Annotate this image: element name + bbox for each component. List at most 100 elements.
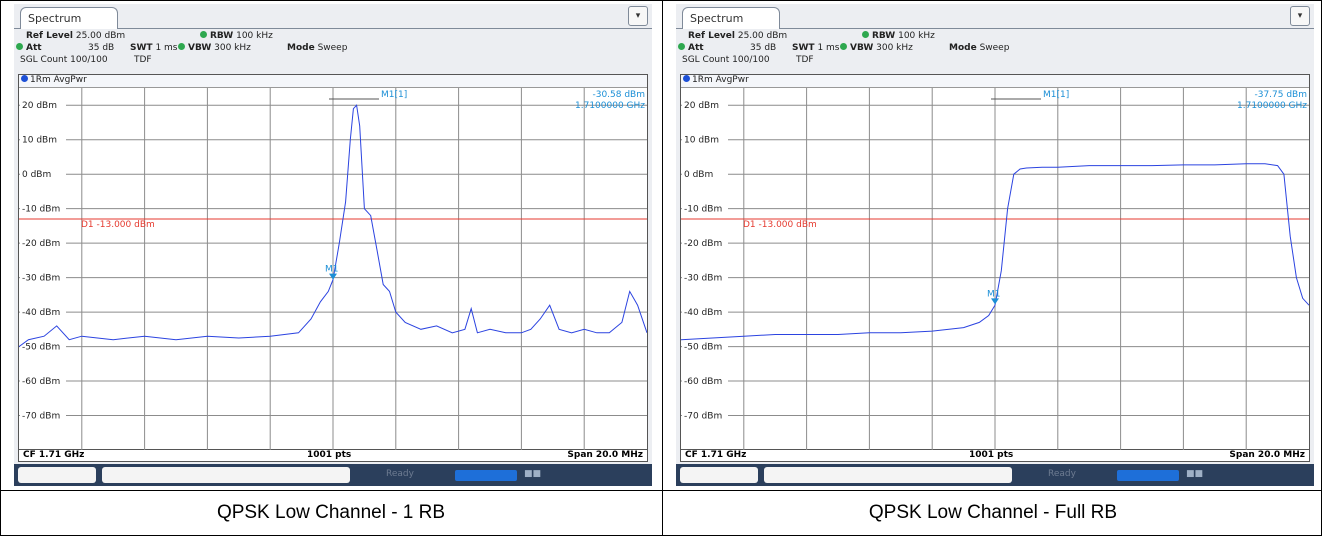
sgl-count: SGL Count 100/100 — [682, 55, 770, 65]
sweep-status-icon: ■■ — [524, 469, 542, 479]
tick-label-bg — [20, 409, 66, 421]
spectrum-chart: 20 dBm 10 dBm 0 dBm -10 dBm -20 dBm -30 dBm -4… — [681, 88, 1309, 450]
marker-readout-level: -30.58 dBm — [592, 90, 645, 100]
trace-line — [681, 163, 1309, 341]
vbw: VBW 300 kHz — [178, 43, 251, 53]
tick-label-bg — [682, 271, 728, 283]
trace-label: 1Rm AvgPwr — [19, 75, 647, 88]
tick-label-bg — [682, 340, 728, 352]
tick-label-bg — [682, 306, 728, 318]
analyzer-screen: Spectrum ▾ Ref Level 25.00 dBm Att 35 dB… — [676, 4, 1314, 486]
y-tick-label: -30 dBm — [22, 274, 60, 284]
tick-label-bg — [20, 99, 66, 111]
caption-divider — [0, 490, 1322, 491]
tab-underline — [676, 28, 1314, 29]
y-tick-label: -40 dBm — [684, 308, 722, 318]
center-frequency: CF 1.71 GHz — [23, 450, 85, 460]
tdf: TDF — [796, 55, 814, 65]
att-indicator-icon — [678, 43, 685, 50]
y-tick-label: 0 dBm — [22, 170, 51, 180]
tab-spectrum[interactable]: Spectrum — [20, 7, 118, 29]
vbw: VBW 300 kHz — [840, 43, 913, 53]
y-tick-label: -10 dBm — [22, 205, 60, 215]
y-tick-label: -60 dBm — [684, 377, 722, 387]
ref-level: Ref Level 25.00 dBm — [688, 31, 788, 41]
att-value: 35 dB — [750, 43, 777, 53]
center-frequency: CF 1.71 GHz — [685, 450, 747, 460]
trace-label: 1Rm AvgPwr — [681, 75, 1309, 88]
marker-tag: M1 — [987, 289, 1001, 299]
tick-label-bg — [682, 202, 728, 214]
trace-dot-icon — [21, 75, 28, 82]
marker-readout-frequency: 1.7100000 GHz — [1237, 101, 1307, 111]
sgl-count: SGL Count 100/100 — [20, 55, 108, 65]
sweep-points: 1001 pts — [307, 450, 352, 460]
marker-tag: M1 — [325, 265, 339, 275]
marker-triangle — [991, 298, 999, 305]
span: Span 20.0 MHz — [567, 450, 643, 460]
trace-dot-icon — [683, 75, 690, 82]
rbw-indicator-icon — [200, 31, 207, 38]
y-tick-label: -70 dBm — [684, 412, 722, 422]
y-tick-label: -60 dBm — [22, 377, 60, 387]
plot-area: 1Rm AvgPwr 20 dBm 10 dBm 0 dBm -10 dBm -20 d… — [18, 74, 648, 450]
tick-label-bg — [682, 133, 728, 145]
tick-label-bg — [20, 133, 66, 145]
rbw: RBW 100 kHz — [200, 31, 273, 41]
marker-triangle — [329, 273, 337, 280]
status-ready: Ready — [386, 469, 414, 479]
swt: SWT 1 ms — [130, 43, 178, 53]
rbw-indicator-icon — [862, 31, 869, 38]
preset-icon[interactable]: ▾ — [628, 6, 648, 26]
caption-left: QPSK Low Channel - 1 RB — [216, 502, 446, 523]
y-tick-label: -30 dBm — [684, 274, 722, 284]
att: Att — [16, 43, 42, 53]
tick-label-bg — [682, 168, 728, 180]
y-tick-label: 20 dBm — [684, 101, 719, 111]
sweep-progress-bar — [455, 470, 517, 481]
y-tick-label: -70 dBm — [22, 412, 60, 422]
y-tick-label: 20 dBm — [22, 101, 57, 111]
column-divider — [662, 0, 663, 536]
tick-label-bg — [20, 340, 66, 352]
sweep-info-bar: CF 1.71 GHz 1001 pts Span 20.0 MHz — [18, 450, 648, 462]
plot-area: 1Rm AvgPwr 20 dBm 10 dBm 0 dBm -10 dBm -20 d… — [680, 74, 1310, 450]
trace-line — [19, 104, 647, 348]
marker-readout-level: -37.75 dBm — [1254, 90, 1307, 100]
info-box — [102, 467, 350, 483]
y-tick-label: 10 dBm — [22, 136, 57, 146]
vbw-indicator-icon — [178, 43, 185, 50]
sweep-info-bar: CF 1.71 GHz 1001 pts Span 20.0 MHz — [680, 450, 1310, 462]
rbw: RBW 100 kHz — [862, 31, 935, 41]
panel-left: Spectrum ▾ Ref Level 25.00 dBm Att 35 dB… — [1, 0, 661, 490]
preset-icon[interactable]: ▾ — [1290, 6, 1310, 26]
tick-label-bg — [20, 202, 66, 214]
tab-underline — [14, 28, 652, 29]
sweep-points: 1001 pts — [969, 450, 1014, 460]
marker-readout-name: M1[1] — [381, 90, 407, 100]
status-bar: Ready ■■ — [676, 464, 1314, 486]
tick-label-bg — [682, 409, 728, 421]
mode: Mode Sweep — [949, 43, 1010, 53]
tick-label-bg — [682, 237, 728, 249]
message-box — [18, 467, 96, 483]
y-tick-label: -50 dBm — [22, 343, 60, 353]
tab-spectrum[interactable]: Spectrum — [682, 7, 780, 29]
y-tick-label: -40 dBm — [22, 308, 60, 318]
display-line-label: D1 -13.000 dBm — [81, 220, 155, 230]
tick-label-bg — [20, 168, 66, 180]
y-tick-label: -20 dBm — [684, 239, 722, 249]
caption-right: QPSK Low Channel - Full RB — [868, 502, 1118, 523]
y-tick-label: 0 dBm — [684, 170, 713, 180]
sweep-status-icon: ■■ — [1186, 469, 1204, 479]
vbw-indicator-icon — [840, 43, 847, 50]
sweep-progress-bar — [1117, 470, 1179, 481]
panel-right: Spectrum ▾ Ref Level 25.00 dBm Att 35 dB… — [663, 0, 1322, 490]
tick-label-bg — [20, 375, 66, 387]
spectrum-chart: 20 dBm 10 dBm 0 dBm -10 dBm -20 dBm -30 dBm -4… — [19, 88, 647, 450]
att-value: 35 dB — [88, 43, 115, 53]
att-indicator-icon — [16, 43, 23, 50]
tdf: TDF — [134, 55, 152, 65]
marker-readout-frequency: 1.7100000 GHz — [575, 101, 645, 111]
tick-label-bg — [20, 306, 66, 318]
